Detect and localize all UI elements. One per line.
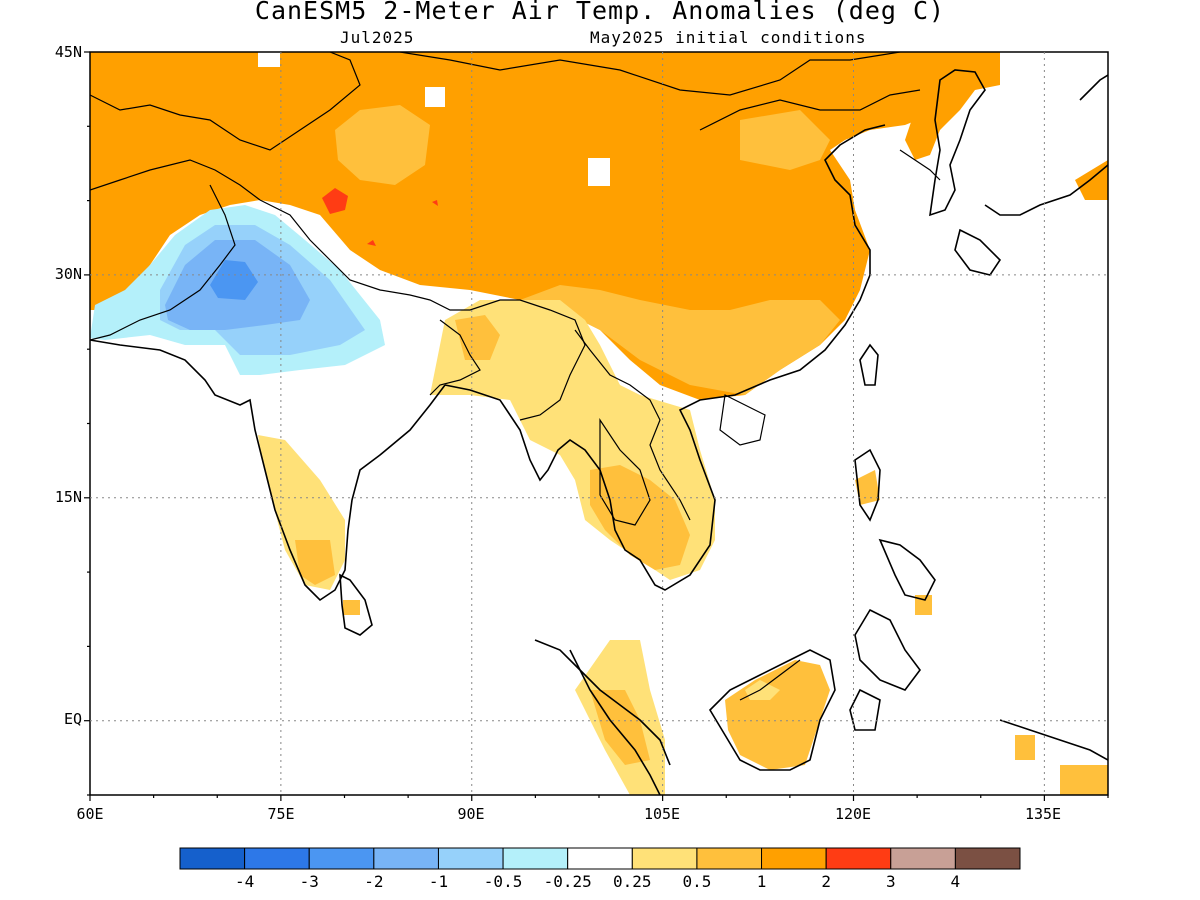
anomaly-field-0.5-to-1 — [343, 600, 360, 615]
anomaly-field-0.5-to-1 — [295, 540, 335, 585]
anomaly-field-0.5-to-1 — [1060, 765, 1108, 795]
colorbar-swatch — [308, 847, 375, 870]
colorbar-swatch — [567, 847, 633, 870]
anomaly-field-neg-2-to-neg-3 — [210, 260, 258, 300]
initial-conditions: May2025 initial conditions — [590, 28, 867, 47]
masked-cell — [588, 158, 610, 186]
lon-label-75e: 75E — [267, 805, 295, 823]
colorbar-swatch — [696, 847, 763, 870]
colorbar-label: 0.5 — [682, 872, 712, 891]
anomaly-field-0.5-to-1 — [335, 105, 430, 185]
colorbar-label: -2 — [364, 872, 384, 891]
colorbar-label: 3 — [885, 872, 896, 891]
anomaly-field-0.5-to-1 — [520, 285, 840, 395]
anomaly-field-0.5-to-1 — [855, 470, 880, 505]
colorbar-swatch — [954, 847, 1021, 870]
lat-label-15n: 15N — [54, 488, 82, 506]
colorbar-swatch — [373, 847, 439, 870]
colorbar-swatch — [502, 847, 569, 870]
anomaly-field-2-to-3 — [322, 188, 348, 214]
colorbar-swatch — [437, 847, 504, 870]
colorbar-label: 1 — [756, 872, 767, 891]
colorbar-swatch — [244, 847, 310, 870]
lon-label-135e: 135E — [1024, 805, 1062, 823]
colorbar-label: -0.5 — [483, 872, 523, 891]
colorbar-swatch — [890, 847, 956, 870]
colorbar-swatch — [631, 847, 698, 870]
anomaly-field-1-to-2 — [1075, 160, 1108, 200]
map-title: CanESM5 2-Meter Air Temp. Anomalies (deg… — [254, 0, 946, 25]
anomaly-field-0.5-to-1 — [1015, 735, 1035, 760]
anomaly-fields — [90, 52, 1108, 795]
lon-label-90e: 90E — [457, 805, 485, 823]
colorbar-swatch — [825, 847, 892, 870]
colorbar-swatch — [179, 847, 246, 870]
anomaly-field-1-to-2 — [905, 52, 1000, 160]
anomaly-field-2-to-3 — [432, 200, 438, 206]
country-borders — [90, 52, 941, 701]
masked-cell — [425, 87, 445, 107]
lon-label-60e: 60E — [76, 805, 104, 823]
forecast-month: Jul2025 — [340, 28, 415, 47]
masked-cell — [258, 52, 280, 67]
lat-label-eq: EQ — [63, 710, 82, 728]
colorbar-label: -0.25 — [543, 872, 592, 891]
anomaly-field-2-to-3 — [367, 240, 376, 246]
lon-label-120e: 120E — [834, 805, 872, 823]
colorbar-label: 0.25 — [613, 872, 652, 891]
colorbar-label: 2 — [821, 872, 831, 891]
coastlines — [90, 69, 1108, 795]
anomaly-field-0.5-to-1 — [740, 110, 830, 170]
colorbar-label: -3 — [299, 872, 319, 891]
colorbar-label: 4 — [950, 872, 961, 891]
colorbar-label: -1 — [428, 872, 449, 891]
lat-label-30n: 30N — [54, 265, 82, 283]
lon-label-105e: 105E — [643, 805, 681, 823]
lat-label-45n: 45N — [54, 43, 82, 61]
anomaly-field-0.25-to-0.5 — [745, 680, 780, 700]
anomaly-field-0.5-to-1 — [915, 595, 932, 615]
colorbar-label: -4 — [234, 872, 255, 891]
colorbar — [179, 847, 1021, 870]
anomaly-field-0.5-to-1 — [590, 690, 650, 765]
plot-frame — [84, 51, 1109, 801]
colorbar-swatch — [761, 847, 827, 870]
